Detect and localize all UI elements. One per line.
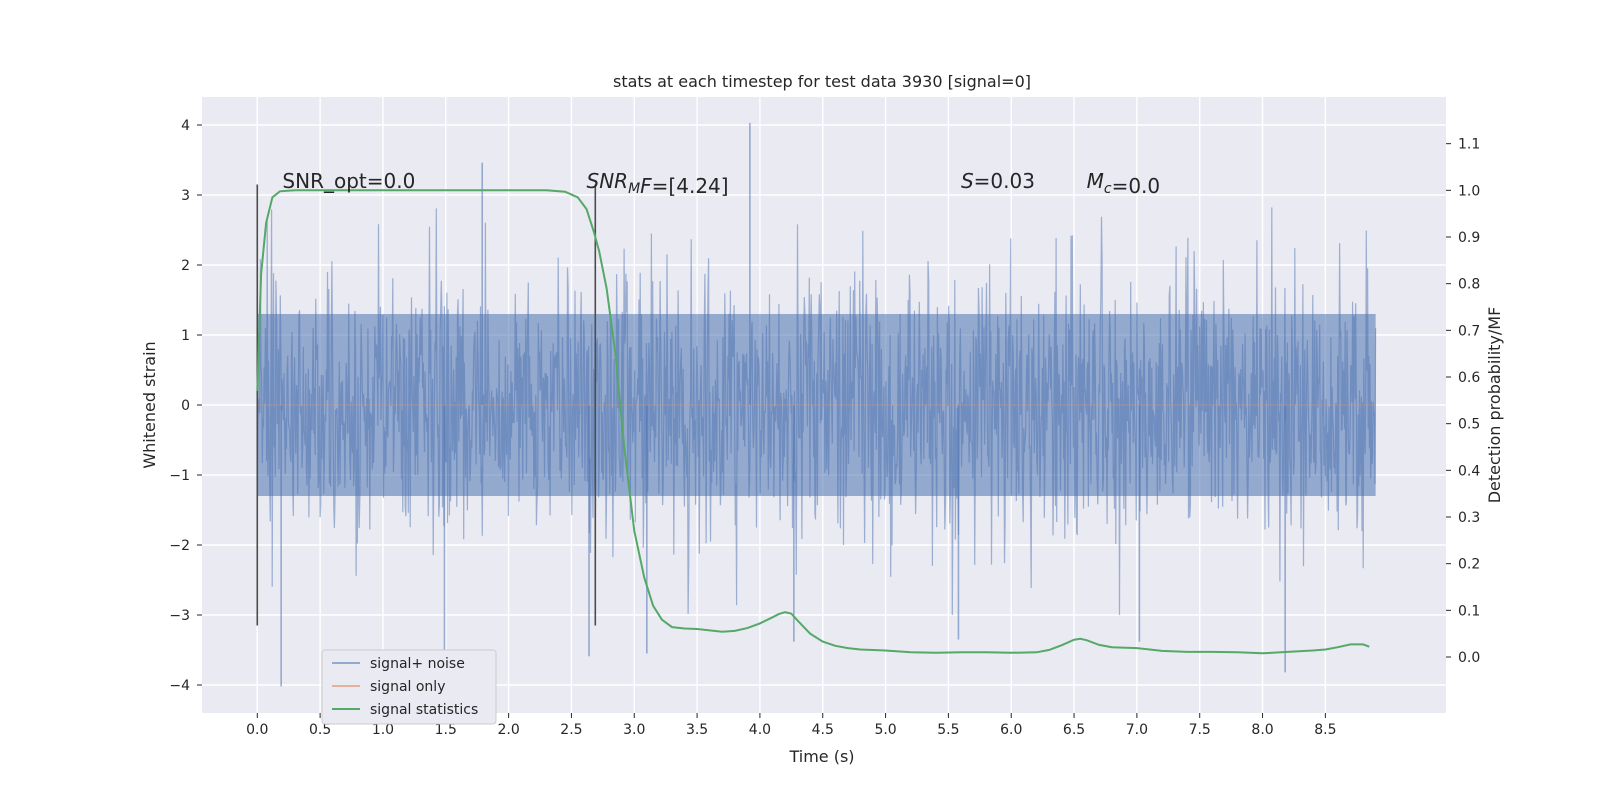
y2-axis-ticks: 0.0 0.1 0.2 0.3 0.4 0.5 0.6 0.7 0.8 0.9 1.0 1.1 [1446, 137, 1480, 666]
y-tick-label-5: 1 [181, 328, 190, 344]
y-tick-label-0: −4 [169, 678, 190, 694]
annotation-1: SNRMF=[4.24] [587, 169, 729, 198]
x-tick-label-7: 3.5 [686, 722, 708, 738]
series-signal-noise [256, 122, 1377, 687]
y2-tick-label-4: 0.4 [1458, 463, 1480, 479]
x-tick-label-14: 7.0 [1126, 722, 1148, 738]
x-tick-label-13: 6.5 [1063, 722, 1085, 738]
y-tick-label-8: 4 [181, 118, 190, 134]
annotation-3: Mc=0.0 [1087, 169, 1161, 198]
y2-tick-label-10: 1.0 [1458, 183, 1480, 199]
x-tick-label-15: 7.5 [1189, 722, 1211, 738]
x-tick-label-17: 8.5 [1314, 722, 1336, 738]
x-tick-label-8: 4.0 [749, 722, 771, 738]
y2-tick-label-1: 0.1 [1458, 603, 1480, 619]
y2-tick-label-7: 0.7 [1458, 323, 1480, 339]
x-axis-ticks: 0.0 0.5 1.0 1.5 2.0 2.5 3.0 3.5 4.0 4.5 5.0 5.5 6.0 6… [246, 713, 1337, 738]
x-tick-label-0: 0.0 [246, 722, 268, 738]
y2-tick-label-6: 0.6 [1458, 370, 1480, 386]
y-tick-label-2: −2 [169, 538, 190, 554]
legend-label-signal-noise: signal+ noise [370, 656, 465, 672]
x-tick-label-4: 2.0 [497, 722, 519, 738]
y2-tick-label-9: 0.9 [1458, 230, 1480, 246]
chart-title: stats at each timestep for test data 393… [613, 72, 1031, 91]
y2-axis-label: Detection probability/MF [1485, 307, 1504, 504]
y2-tick-label-3: 0.3 [1458, 510, 1480, 526]
y2-tick-label-8: 0.8 [1458, 277, 1480, 293]
noise-band [257, 314, 1376, 496]
y-tick-label-6: 2 [181, 258, 190, 274]
x-tick-label-12: 6.0 [1000, 722, 1022, 738]
y-axis-label: Whitened strain [140, 341, 159, 468]
y-axis-ticks: −4 −3 −2 −1 0 1 2 3 4 [169, 118, 202, 694]
x-tick-label-11: 5.5 [937, 722, 959, 738]
y-tick-label-3: −1 [169, 468, 190, 484]
y2-tick-label-11: 1.1 [1458, 137, 1480, 153]
annotation-0: SNR_opt=0.0 [282, 169, 415, 193]
x-tick-label-1: 0.5 [309, 722, 331, 738]
x-tick-label-10: 5.0 [874, 722, 896, 738]
x-tick-label-9: 4.5 [812, 722, 834, 738]
y-tick-label-1: −3 [169, 608, 190, 624]
legend-label-signal-only: signal only [370, 679, 445, 695]
vertical-markers [256, 184, 597, 626]
annotation-2: S=0.03 [961, 169, 1035, 193]
y-tick-label-4: 0 [181, 398, 190, 414]
y2-tick-label-2: 0.2 [1458, 557, 1480, 573]
y-tick-label-7: 3 [181, 188, 190, 204]
x-tick-label-3: 1.5 [435, 722, 457, 738]
legend-label-signal-statistics: signal statistics [370, 702, 478, 718]
series-signal-statistics [256, 189, 1370, 655]
x-tick-label-16: 8.0 [1251, 722, 1273, 738]
legend-box [321, 649, 497, 725]
y2-tick-label-0: 0.0 [1458, 650, 1480, 666]
x-tick-label-5: 2.5 [560, 722, 582, 738]
signal-statistics-line [256, 189, 1370, 655]
y2-tick-label-5: 0.5 [1458, 417, 1480, 433]
annotations: SNR_opt=0.0 SNRMF=[4.24] S=0.03 Mc=0.0 [282, 169, 1160, 198]
x-tick-label-6: 3.0 [623, 722, 645, 738]
x-tick-label-2: 1.0 [372, 722, 394, 738]
x-axis-label: Time (s) [788, 747, 854, 766]
legend: signal+ noise signal only signal statist… [321, 649, 497, 725]
